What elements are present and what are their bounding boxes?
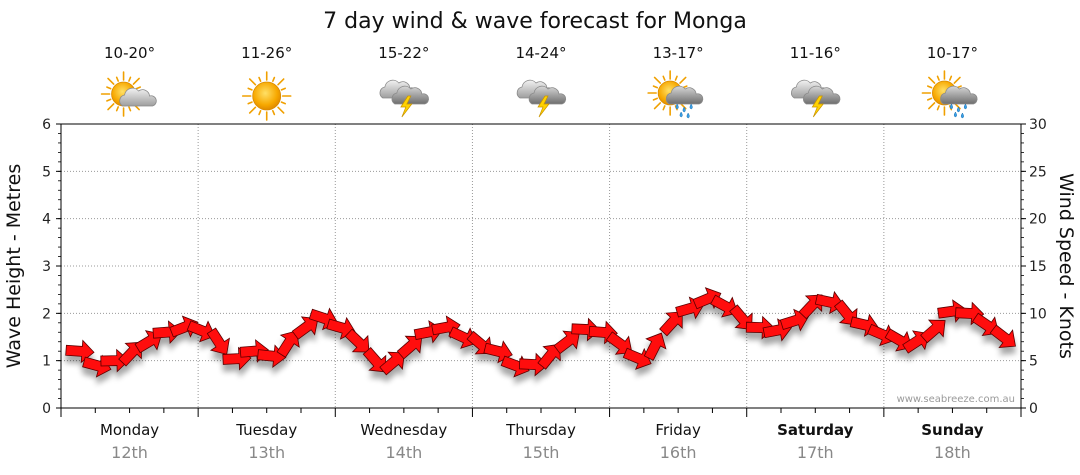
storm-icon [791,79,841,118]
y-right-tick-label: 15 [1029,259,1047,275]
y-left-tick-label: 5 [42,164,51,180]
wind-arrow-marker [971,312,1000,337]
day-date-label: 16th [660,443,697,462]
day-date-label: 17th [797,443,834,462]
y-right-tick-label: 25 [1029,164,1047,180]
temperature-range-label: 11-26° [241,44,292,62]
y-right-tick-label: 5 [1029,354,1038,370]
day-name-label: Tuesday [235,421,297,439]
wind-arrow-marker [867,323,896,347]
day-date-label: 12th [111,443,148,462]
temperature-range-label: 14-24° [515,44,566,62]
day-name-label: Wednesday [360,421,447,439]
wind-arrow-marker [779,308,810,332]
day-date-label: 15th [523,443,560,462]
wind-arrow-marker [659,311,683,337]
wind-arrow-marker [344,328,370,353]
wind-arrow-marker [833,299,858,326]
wind-arrow-marker [186,320,216,343]
day-date-label: 14th [385,443,422,462]
wind-arrow-marker [362,347,387,373]
wind-arrow-marker [65,339,95,364]
y-left-tick-label: 6 [42,117,51,133]
y-left-tick-label: 0 [42,401,51,417]
y-right-tick-label: 20 [1029,212,1047,228]
wind-arrow-marker [379,351,405,376]
y-left-tick-label: 4 [42,212,51,228]
day-name-label: Saturday [777,421,854,439]
y-left-tick-label: 1 [42,354,51,370]
y-right-tick-label: 30 [1029,117,1047,133]
y-left-tick-label: 3 [42,259,51,275]
wind-arrow-marker [553,330,580,355]
wind-arrow-marker [518,352,549,377]
storm-icon [516,79,567,118]
y-right-tick-label: 0 [1029,401,1038,417]
wind-arrow-marker [100,348,130,373]
chart-title: 7 day wind & wave forecast for Monga [323,9,747,34]
wind-arrow-marker [920,319,946,344]
sun-shower-icon [647,70,704,119]
wind-arrow-marker [622,347,652,370]
wind-arrow-marker [206,327,230,355]
day-date-label: 18th [934,443,971,462]
temperature-range-label: 11-16° [790,44,841,62]
wind-arrow-marker [643,332,667,361]
sun-shower-icon [921,70,978,119]
temperature-range-label: 10-17° [927,44,978,62]
y-axis-right-label: Wind Speed - Knots [1055,173,1077,359]
wind-arrow-marker [605,331,633,355]
sunny-icon [241,71,292,121]
temperature-range-label: 15-22° [378,44,429,62]
wind-arrow-marker [989,324,1016,349]
day-date-label: 13th [248,443,285,462]
day-name-label: Thursday [505,421,576,439]
y-left-tick-label: 2 [42,306,51,322]
storm-icon [379,79,429,118]
y-axis-left-label: Wave Height - Metres [3,164,25,368]
wind-arrow-marker [448,326,477,349]
temperature-range-label: 10-20° [104,44,155,62]
wind-arrow-marker [291,316,319,340]
partly-cloudy-icon [100,71,157,117]
day-name-label: Sunday [921,421,984,439]
wind-arrow-marker [396,335,423,360]
credit-text: www.seabreeze.com.au [897,394,1015,405]
temperature-range-label: 13-17° [653,44,704,62]
day-name-label: Monday [100,421,159,439]
day-name-label: Friday [655,421,701,439]
y-right-tick-label: 10 [1029,306,1047,322]
